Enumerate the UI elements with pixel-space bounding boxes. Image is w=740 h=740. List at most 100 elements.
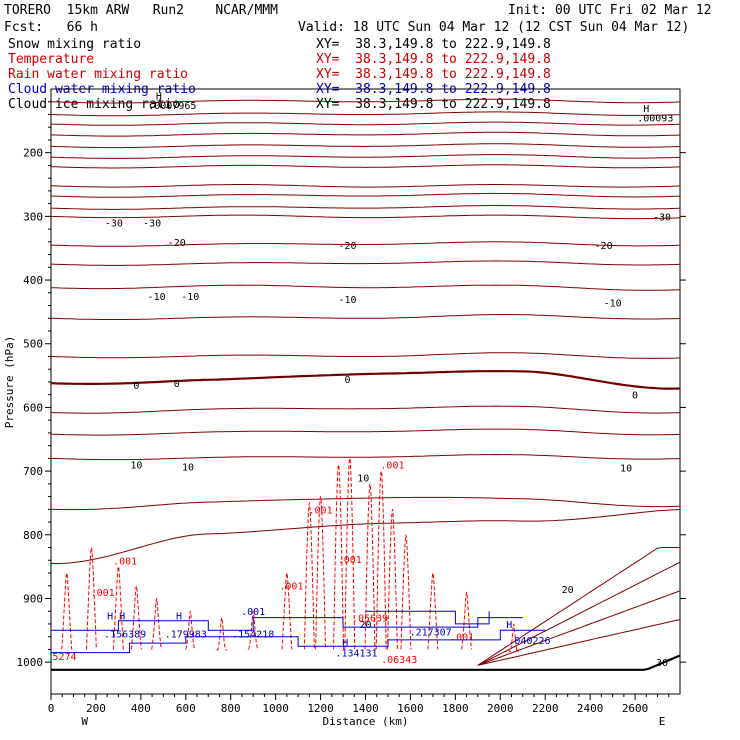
ground-surface (51, 654, 681, 671)
plot-frame (50, 88, 681, 695)
temperature-contour-low (477, 619, 681, 666)
cloud-water-label: .001 (241, 607, 265, 618)
temperature-contour-label: 10 (620, 463, 632, 474)
temperature-contour (50, 260, 681, 266)
temperature-contour-label: -10 (181, 292, 199, 303)
temperature-contour-label: -30 (143, 219, 161, 230)
temperature-contour (50, 496, 681, 511)
temperature-contour (50, 405, 681, 414)
west-label: W (81, 715, 88, 728)
cloud-water-label: H (176, 612, 182, 623)
temperature-contour (50, 121, 681, 126)
temperature-contour-label: -30 (105, 219, 123, 230)
max-value-label: .0007965 (148, 101, 196, 112)
cloud-water-label: .040226 (508, 636, 550, 647)
cloud-water-label: .134131 (335, 649, 377, 660)
field-rain-name: Rain water mixing ratio (8, 67, 189, 82)
x-tick-label: 1200 (307, 702, 334, 715)
max-value-label: H (643, 104, 649, 115)
y-tick-label: 700 (23, 465, 43, 478)
cloud-water-label: .179983 (165, 630, 207, 641)
x-tick-label: 200 (86, 702, 106, 715)
temperature-contour-label: -20 (595, 241, 613, 252)
forecast-hour: Fcst: 66 h (4, 20, 98, 35)
rain-contour (400, 534, 412, 650)
temperature-contour (50, 214, 681, 220)
rain-contour (112, 566, 124, 650)
rain-contour (85, 547, 97, 650)
x-tick-label: 1400 (352, 702, 379, 715)
x-tick-label: 1800 (442, 702, 469, 715)
temperature-contour-label: -10 (604, 298, 622, 309)
y-tick-label: 900 (23, 592, 43, 605)
temperature-contour-label: -30 (653, 212, 671, 223)
temperature-contour (50, 184, 681, 188)
temperature-contour (50, 509, 681, 564)
east-label: E (659, 715, 666, 728)
temperature-contour-label: -10 (338, 295, 356, 306)
temperature-contour-label: 20 (359, 620, 371, 631)
temperature-contour (50, 453, 681, 461)
rain-contour (303, 502, 315, 650)
temperature-contour (50, 428, 681, 436)
model-title: TORERO 15km ARW Run2 NCAR/MMM (4, 3, 278, 18)
temperature-contour-label: 0 (632, 391, 638, 402)
cloud-water-label: .154218 (232, 630, 274, 641)
temperature-contour-label: 10 (182, 463, 194, 474)
x-tick-label: 1600 (397, 702, 424, 715)
temperature-contour (50, 370, 681, 390)
rain-contour-label: .001 (113, 556, 137, 567)
temperature-contour-label: 10 (130, 461, 142, 472)
rain-contour (387, 508, 398, 650)
cloud-water-label: .156389 (104, 630, 146, 641)
max-value-label: .00093 (637, 114, 673, 125)
cloud-water-label: H (506, 620, 512, 631)
max-value-label: H (156, 91, 162, 102)
temperature-contour-low (477, 547, 680, 666)
rain-contour (247, 610, 259, 650)
x-tick-label: 2600 (622, 702, 649, 715)
rain-contour (130, 585, 142, 650)
rain-contour-label: 5274 (52, 652, 76, 663)
rain-contour (216, 617, 228, 651)
temperature-contour (50, 314, 681, 320)
cloud-water-contour (51, 629, 546, 654)
field-snow-xy: XY= 38.3,149.8 to 222.9,149.8 (316, 37, 551, 52)
x-tick-label: 2400 (577, 702, 604, 715)
field-rain-xy: XY= 38.3,149.8 to 222.9,149.8 (316, 67, 551, 82)
temperature-contour-label: -20 (168, 238, 186, 249)
temperature-contour-label: 10 (357, 473, 369, 484)
temperature-contour-label: 0 (345, 375, 351, 386)
rain-contour (151, 597, 163, 650)
rain-contour (315, 496, 327, 650)
cloud-water-contour (365, 610, 490, 625)
init-time: Init: 00 UTC Fri 02 Mar 12 (508, 3, 712, 18)
temperature-contour (50, 164, 681, 169)
rain-contour (184, 610, 196, 650)
rain-contour-label: .001 (450, 633, 474, 644)
field-temp-xy: XY= 38.3,149.8 to 222.9,149.8 (316, 52, 551, 67)
valid-time: Valid: 18 UTC Sun 04 Mar 12 (12 CST Sun … (298, 20, 690, 35)
y-tick-label: 500 (23, 338, 43, 351)
x-tick-label: 800 (221, 702, 241, 715)
temperature-contour (50, 143, 681, 149)
temperature-contour-low (477, 561, 681, 666)
rain-contour (508, 623, 520, 653)
y-tick-label: 600 (23, 401, 43, 414)
x-tick-label: 2000 (487, 702, 514, 715)
temperature-contour-label: -20 (338, 241, 356, 252)
field-cloudice-name: Cloud ice mixing ratio (8, 97, 181, 112)
x-tick-label: 1000 (262, 702, 289, 715)
temperature-contour-low (477, 590, 681, 666)
rain-contour (427, 572, 439, 650)
temperature-contour-label: -10 (148, 292, 166, 303)
y-tick-label: 300 (23, 210, 43, 223)
y-tick-label: 200 (23, 147, 43, 160)
rain-contour-label: .001 (309, 505, 333, 516)
cloud-water-label: H H (107, 612, 125, 623)
cloud-water-label: H (342, 638, 348, 649)
rain-contour-label: .05639 (352, 614, 388, 625)
cloud-water-label: .217307 (410, 628, 452, 639)
rain-contour (61, 572, 73, 650)
